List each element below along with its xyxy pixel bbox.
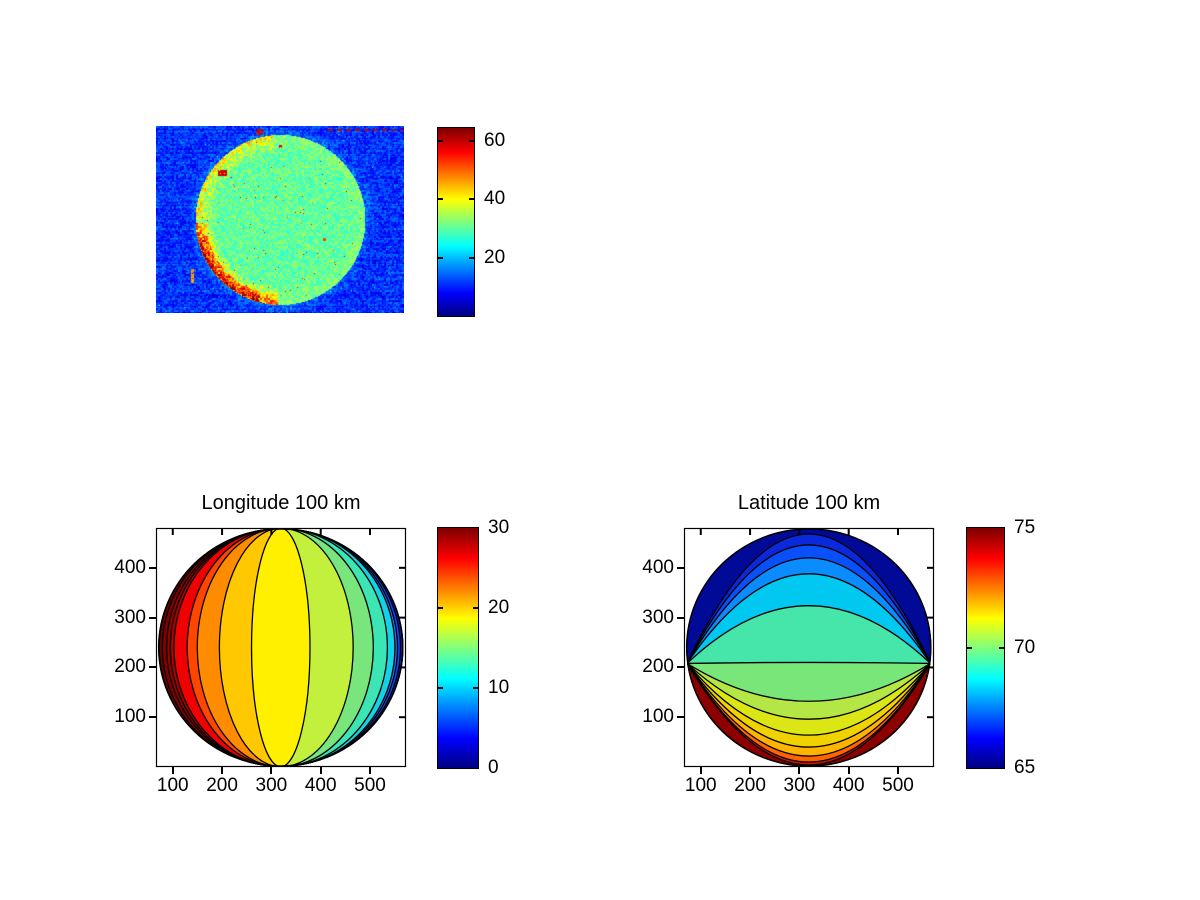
image-colorbar-tick bbox=[469, 256, 474, 259]
image-colorbar-tick-label: 20 bbox=[484, 246, 506, 268]
image-colorbar-frame bbox=[437, 127, 475, 317]
image-colorbar-tick-label: 60 bbox=[484, 130, 506, 152]
longitude-colorbar-tick-label: 20 bbox=[488, 597, 510, 618]
latitude-contour-ytick-label: 200 bbox=[642, 656, 674, 678]
latitude-contour-ytick-label: 400 bbox=[642, 556, 674, 578]
longitude-contour-ytick bbox=[149, 666, 156, 669]
latitude-colorbar-tick-label: 65 bbox=[1014, 757, 1036, 778]
latitude-plot-title: Latitude 100 km bbox=[737, 492, 881, 514]
image-colorbar-tick bbox=[469, 140, 474, 143]
longitude-colorbar-tick bbox=[473, 687, 478, 689]
longitude-contour-ytick-label: 300 bbox=[114, 606, 146, 628]
longitude-contour-ytick-label: 100 bbox=[114, 706, 146, 728]
latitude-colorbar-tick-label: 75 bbox=[1014, 517, 1036, 538]
longitude-colorbar-frame bbox=[437, 527, 479, 769]
latitude-contour-ytick bbox=[677, 716, 684, 719]
latitude-colorbar-tick bbox=[999, 647, 1004, 649]
latitude-contour-xtick-label: 200 bbox=[734, 775, 766, 796]
longitude-colorbar-tick bbox=[473, 607, 478, 609]
image-colorbar-tick bbox=[438, 256, 443, 259]
longitude-colorbar-tick-label: 0 bbox=[488, 757, 499, 778]
longitude-contour-xtick bbox=[270, 767, 273, 774]
longitude-contour-xtick bbox=[319, 767, 322, 774]
image-colorbar-gradient bbox=[438, 128, 474, 316]
longitude-contour-xtick bbox=[171, 767, 174, 774]
disc-image-heatmap bbox=[156, 126, 404, 313]
longitude-contour-xtick-label: 300 bbox=[255, 775, 288, 796]
longitude-contour-ytick bbox=[149, 566, 156, 569]
longitude-contour-xtick-label: 100 bbox=[156, 775, 189, 796]
longitude-contour-ytick-label: 400 bbox=[114, 556, 146, 578]
longitude-contour-ytick bbox=[149, 716, 156, 719]
latitude-contour-xtick bbox=[749, 767, 752, 774]
longitude-contour-xtick bbox=[369, 767, 371, 774]
image-colorbar-tick bbox=[438, 198, 443, 201]
latitude-contour-ytick-label: 100 bbox=[642, 706, 674, 728]
image-colorbar-tick bbox=[438, 140, 443, 143]
latitude-contour-ytick bbox=[677, 566, 684, 569]
latitude-colorbar-frame bbox=[966, 527, 1005, 769]
latitude-contour-canvas bbox=[683, 527, 935, 768]
latitude-colorbar-gradient bbox=[967, 528, 1004, 768]
longitude-contour-ytick bbox=[149, 616, 156, 619]
longitude-contour-xtick bbox=[221, 767, 224, 774]
image-colorbar-tick-label: 40 bbox=[484, 188, 506, 210]
latitude-contour-ytick bbox=[677, 666, 684, 669]
latitude-contour-xtick-label: 500 bbox=[882, 775, 914, 796]
longitude-colorbar-gradient bbox=[438, 528, 478, 768]
longitude-contour-xtick-label: 400 bbox=[304, 775, 337, 796]
latitude-contour-ytick bbox=[677, 616, 684, 619]
longitude-colorbar-tick-label: 30 bbox=[488, 517, 510, 538]
longitude-contour-canvas bbox=[155, 527, 407, 768]
latitude-contour-xtick bbox=[699, 767, 702, 774]
latitude-contour-xtick bbox=[798, 767, 801, 774]
latitude-contour-xtick bbox=[897, 767, 899, 774]
latitude-contour-ytick-label: 300 bbox=[642, 606, 674, 628]
latitude-contour-xtick bbox=[847, 767, 850, 774]
longitude-colorbar-tick bbox=[438, 607, 443, 609]
image-colorbar-tick bbox=[469, 198, 474, 201]
latitude-colorbar-tick bbox=[967, 647, 972, 649]
latitude-contour-xtick-label: 300 bbox=[783, 775, 816, 796]
longitude-plot-title: Longitude 100 km bbox=[201, 492, 361, 514]
longitude-colorbar-tick-label: 10 bbox=[488, 677, 510, 698]
latitude-contour-xtick-label: 100 bbox=[684, 775, 717, 796]
latitude-colorbar-tick-label: 70 bbox=[1014, 637, 1036, 658]
longitude-contour-ytick-label: 200 bbox=[114, 656, 146, 678]
longitude-contour-xtick-label: 500 bbox=[354, 775, 386, 796]
longitude-colorbar-tick bbox=[438, 687, 443, 689]
latitude-contour-xtick-label: 400 bbox=[832, 775, 865, 796]
longitude-contour-xtick-label: 200 bbox=[206, 775, 238, 796]
